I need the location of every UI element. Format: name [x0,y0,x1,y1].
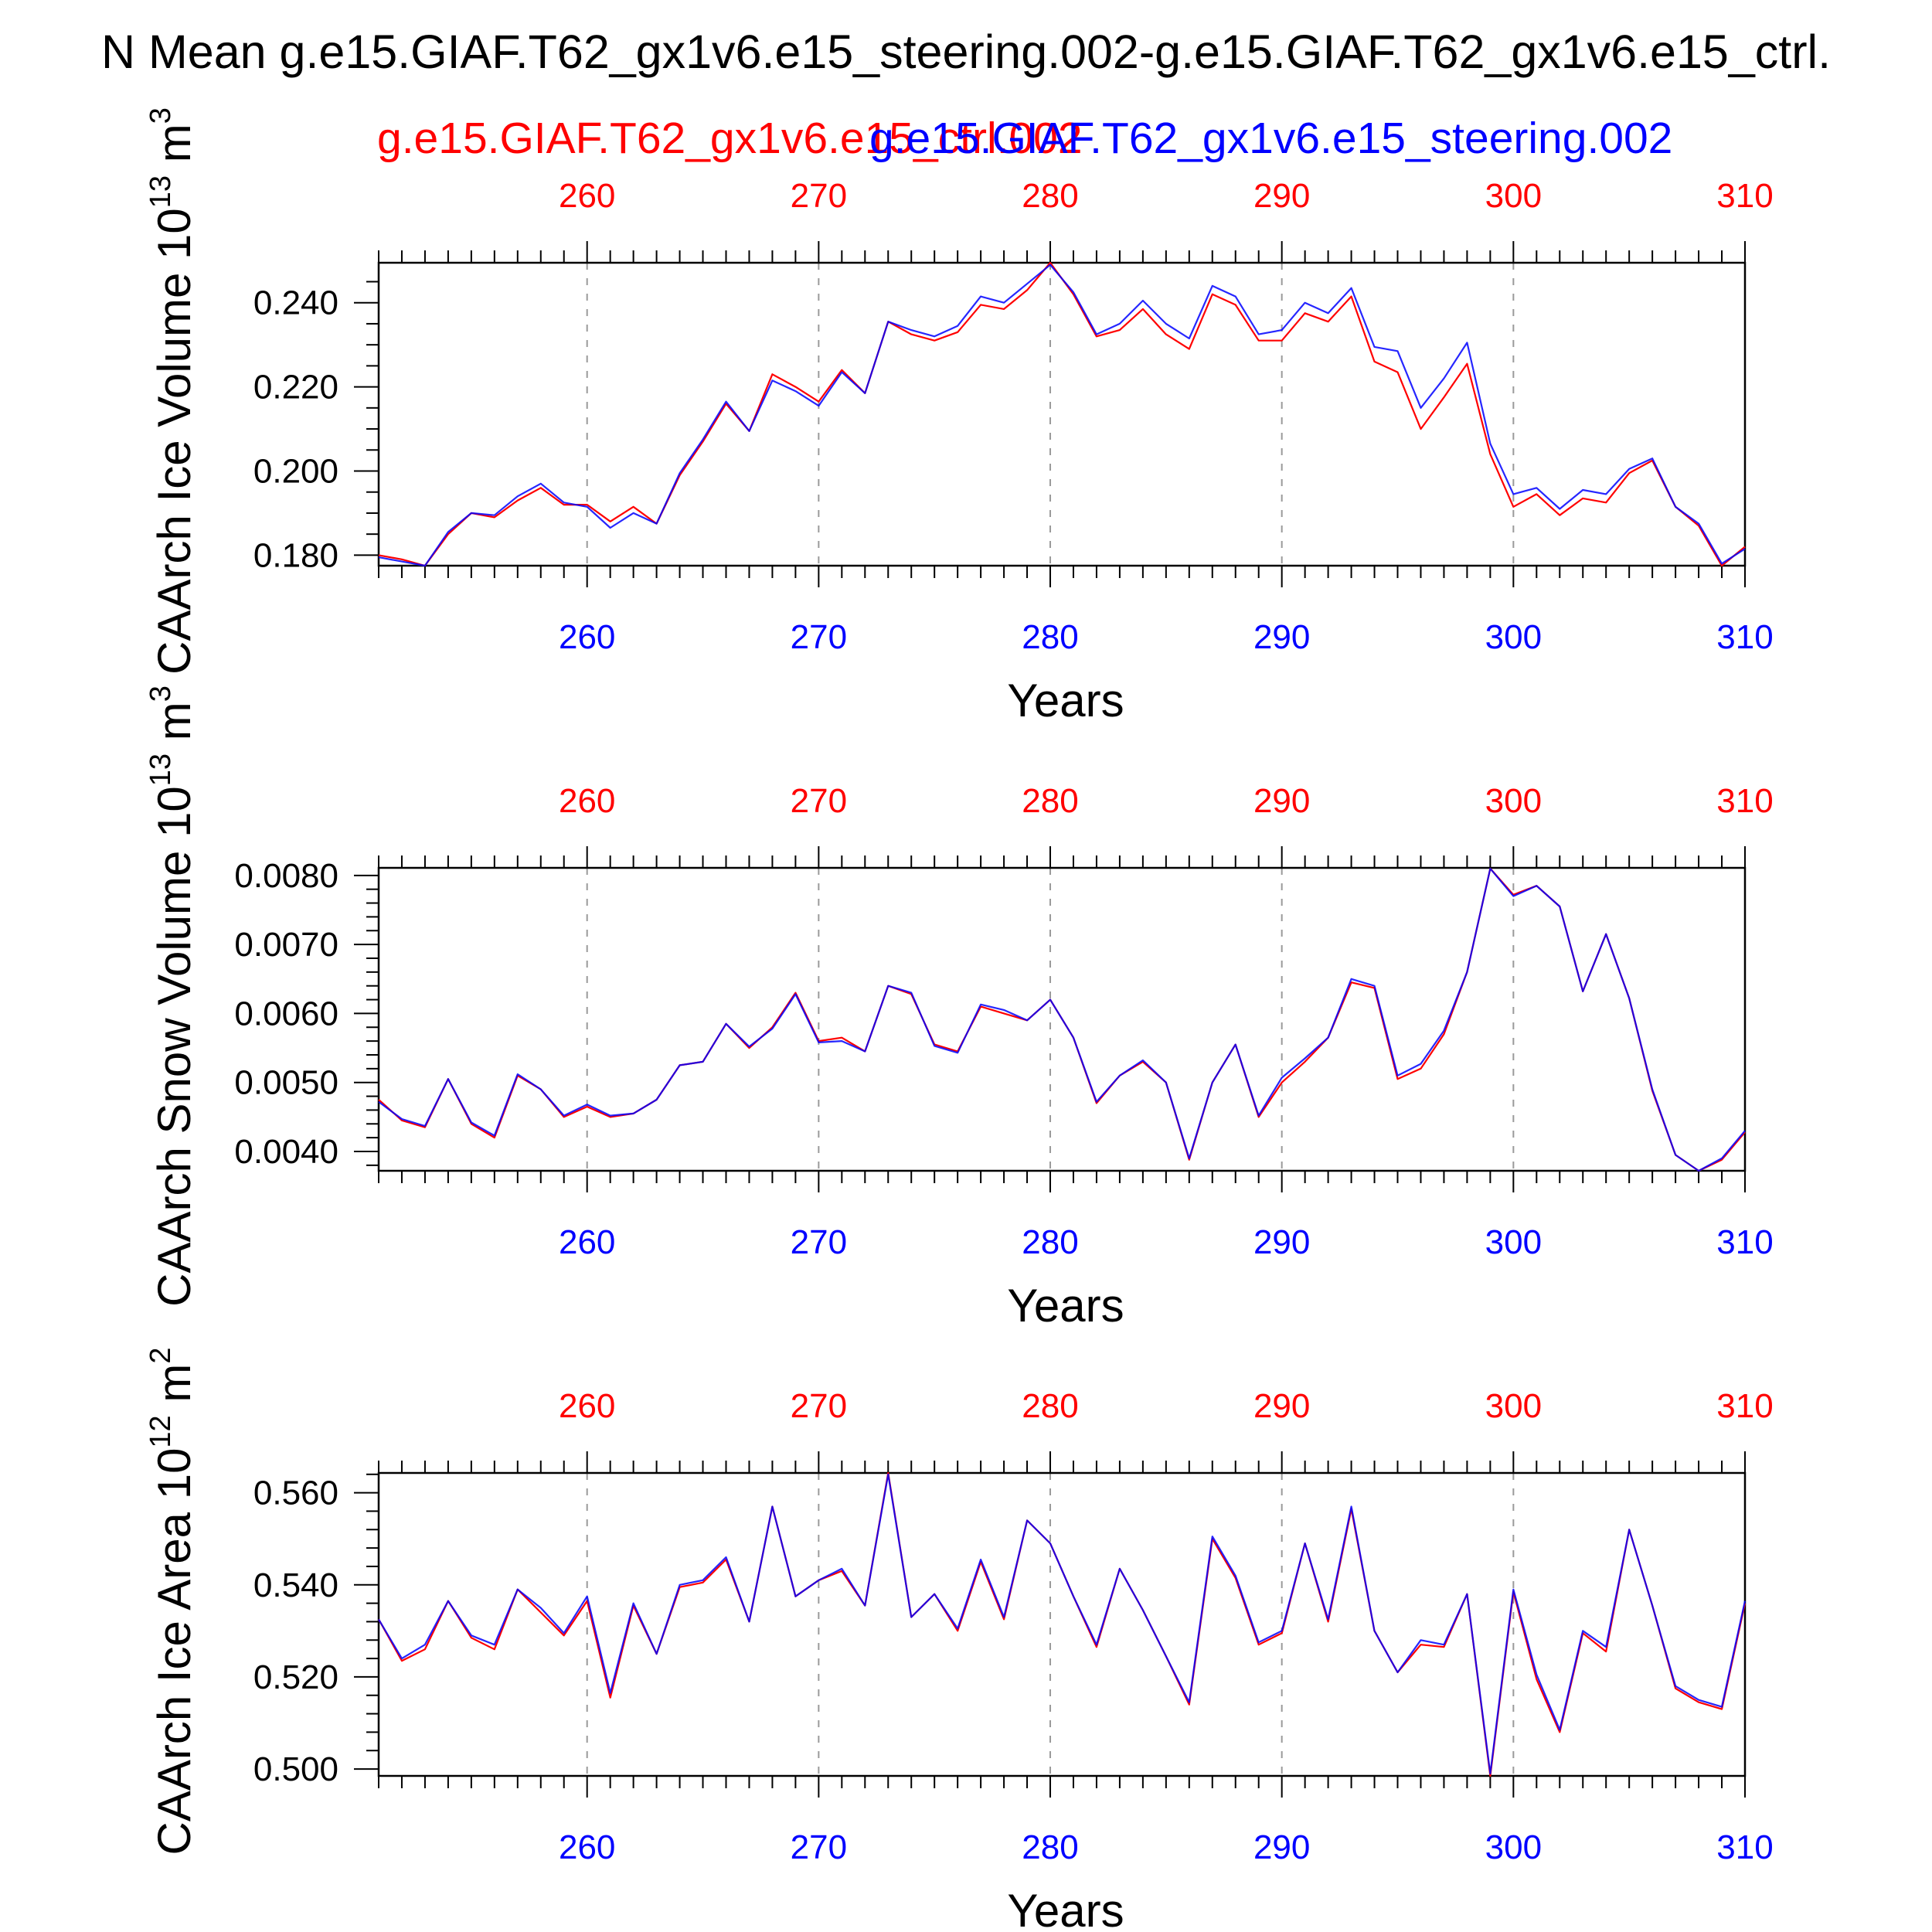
y-tick-label: 0.540 [253,1566,338,1604]
y-axis-label: CAArch Ice Area 1012 m2 [145,1347,200,1855]
x-tick-label-bottom: 300 [1485,618,1542,656]
x-tick-label-bottom: 260 [559,618,615,656]
x-tick-label-top: 270 [791,177,847,215]
y-tick-label: 0.0040 [234,1133,338,1171]
legend-steering-label: g.e15.GIAF.T62_gx1v6.e15_steering.002 [869,114,1672,163]
x-tick-label-top: 290 [1253,177,1310,215]
x-tick-label-top: 300 [1485,177,1542,215]
x-tick-label-top: 310 [1716,1387,1773,1425]
x-tick-label-bottom: 280 [1022,1828,1078,1866]
x-tick-label-top: 290 [1253,1387,1310,1425]
y-tick-label: 0.240 [253,284,338,322]
x-tick-label-bottom: 270 [791,1828,847,1866]
series-line-steering [378,264,1746,567]
x-axis-label: Years [1007,1280,1124,1332]
x-tick-label-bottom: 280 [1022,1223,1078,1261]
x-tick-label-bottom: 310 [1716,1223,1773,1261]
y-tick-label: 0.0060 [234,995,338,1032]
x-tick-label-top: 290 [1253,782,1310,820]
x-tick-label-top: 260 [559,177,615,215]
series-line-ctrl [378,1471,1747,1777]
x-tick-label-top: 260 [559,782,615,820]
series-line-steering [378,1473,1747,1775]
x-tick-label-bottom: 310 [1716,618,1773,656]
panels-group: 260 260 270 270 280 280 290 290 300 300 310 310 0.18… [145,107,1774,1932]
x-tick-label-bottom: 300 [1485,1828,1542,1866]
y-tick-label: 0.560 [253,1475,338,1512]
y-axis-label: CAArch Snow Volume 1013 m3 [145,685,200,1307]
y-tick-label: 0.0080 [234,857,338,895]
y-tick-label: 0.220 [253,369,338,406]
x-tick-label-top: 310 [1716,782,1773,820]
x-tick-label-bottom: 300 [1485,1223,1542,1261]
plot-frame [377,261,1747,567]
y-tick-label: 0.500 [253,1750,338,1788]
plot-frame [377,866,1747,1172]
x-tick-label-top: 300 [1485,782,1542,820]
x-tick-label-top: 260 [559,1387,615,1425]
x-tick-label-bottom: 260 [559,1828,615,1866]
x-axis-label: Years [1007,675,1124,726]
y-tick-label: 0.0070 [234,926,338,964]
x-tick-label-top: 270 [791,782,847,820]
y-tick-label: 0.0050 [234,1064,338,1102]
x-tick-label-top: 270 [791,1387,847,1425]
chart-panel-3: 260 260 270 270 280 280 290 290 300 300 310 310 0.50… [145,1347,1774,1932]
y-tick-label: 0.520 [253,1658,338,1696]
x-tick-label-top: 280 [1022,782,1078,820]
x-tick-label-bottom: 290 [1253,618,1310,656]
x-tick-label-bottom: 260 [559,1223,615,1261]
chart-panel-2: 260 260 270 270 280 280 290 290 300 300 310 310 0.00… [145,685,1774,1332]
x-tick-label-top: 310 [1716,177,1773,215]
y-axis-label: CAArch Ice Volume 1013 m3 [145,107,200,675]
x-tick-label-bottom: 270 [791,618,847,656]
legend-ctrl-label: g.e15.GIAF.T62_gx1v6.e15_ctrl.002 [377,114,1083,163]
x-tick-label-top: 280 [1022,1387,1078,1425]
x-tick-label-bottom: 290 [1253,1828,1310,1866]
x-tick-label-top: 300 [1485,1387,1542,1425]
x-tick-label-bottom: 270 [791,1223,847,1261]
y-tick-label: 0.180 [253,536,338,574]
series-line-steering [378,867,1746,1172]
plot-frame [377,1471,1747,1777]
x-tick-label-top: 280 [1022,177,1078,215]
x-tick-label-bottom: 280 [1022,618,1078,656]
figure-title: N Mean g.e15.GIAF.T62_gx1v6.e15_steering… [101,26,1831,78]
series-line-ctrl [378,261,1746,567]
x-axis-label: Years [1007,1885,1124,1932]
x-tick-label-bottom: 310 [1716,1828,1773,1866]
chart-panel-1: 260 260 270 270 280 280 290 290 300 300 310 310 0.18… [145,107,1774,726]
x-tick-label-bottom: 290 [1253,1223,1310,1261]
y-tick-label: 0.200 [253,453,338,491]
